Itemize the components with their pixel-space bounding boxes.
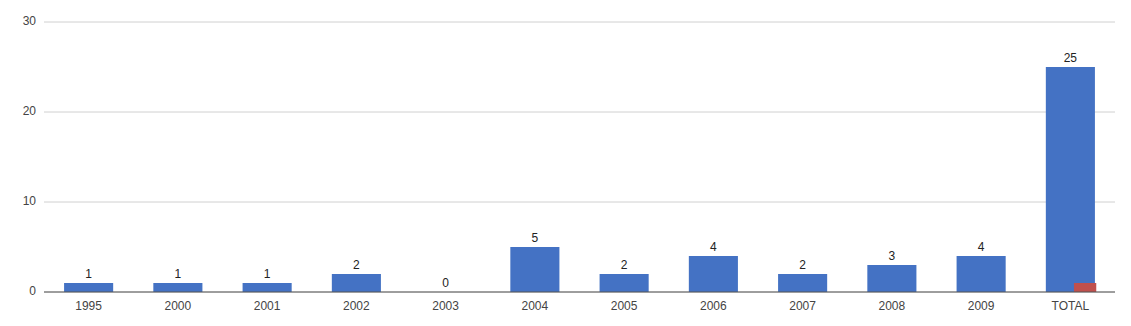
x-tick-label: 2005 — [611, 299, 638, 313]
x-axis-line — [44, 292, 1115, 293]
data-label: 2 — [353, 258, 360, 272]
grid-line — [44, 112, 1115, 113]
data-label: 1 — [175, 267, 182, 281]
x-tick-label: 2007 — [789, 299, 816, 313]
bar — [778, 274, 827, 292]
data-label: 5 — [532, 231, 539, 245]
x-tick-label: 1995 — [75, 299, 102, 313]
x-tick-label: 2006 — [700, 299, 727, 313]
chart: 0102030111205242342519952000200120022003… — [0, 0, 1131, 326]
data-label: 2 — [621, 258, 628, 272]
bar — [243, 283, 292, 292]
data-label: 4 — [978, 240, 985, 254]
data-label: 2 — [799, 258, 806, 272]
grid-line — [44, 292, 1115, 293]
x-tick-label: 2004 — [522, 299, 549, 313]
y-tick-label: 0 — [29, 284, 36, 298]
data-label: 3 — [889, 249, 896, 263]
y-tick-label: 20 — [23, 104, 37, 118]
data-label: 4 — [710, 240, 717, 254]
data-label: 0 — [442, 276, 449, 290]
data-label: 25 — [1064, 51, 1078, 65]
x-tick-label: 2001 — [254, 299, 281, 313]
data-label: 1 — [264, 267, 271, 281]
x-tick-label: 2009 — [968, 299, 995, 313]
grid-line — [44, 22, 1115, 23]
y-tick-label: 10 — [23, 194, 37, 208]
grid-line — [44, 202, 1115, 203]
x-tick-label: 2008 — [879, 299, 906, 313]
y-tick-label: 30 — [23, 14, 37, 28]
x-tick-label: 2002 — [343, 299, 370, 313]
data-label: 1 — [85, 267, 92, 281]
x-tick-label: 2000 — [165, 299, 192, 313]
bar — [689, 256, 738, 292]
bar — [1046, 67, 1095, 292]
bar — [1074, 283, 1096, 292]
bar — [510, 247, 559, 292]
bars — [64, 67, 1096, 292]
x-tick-label: TOTAL — [1052, 299, 1090, 313]
x-tick-label: 2003 — [432, 299, 459, 313]
bar — [600, 274, 649, 292]
bar — [153, 283, 202, 292]
grid — [44, 22, 1115, 292]
chart-container: 0102030111205242342519952000200120022003… — [0, 0, 1131, 326]
bar — [957, 256, 1006, 292]
bar — [867, 265, 916, 292]
bar — [64, 283, 113, 292]
bar — [332, 274, 381, 292]
